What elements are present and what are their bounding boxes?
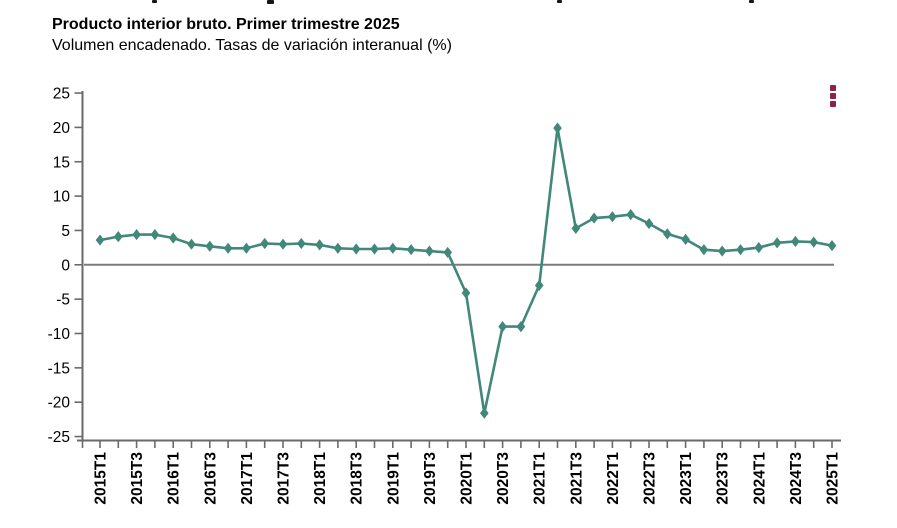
x-axis-label: 2019T1 [385,452,402,505]
data-point-marker [699,244,709,256]
data-point-marker [260,237,269,250]
data-point-marker [589,212,599,224]
kebab-dot-icon [830,85,836,91]
chart-title: Producto interior bruto. Primer trimestr… [52,16,400,33]
x-axis-label: 2023T3 [715,452,732,505]
data-point-marker [443,246,452,259]
x-axis-label: 2022T3 [642,452,659,505]
data-point-marker [370,243,379,255]
data-point-marker [571,222,581,234]
y-axis-label: 25 [53,86,70,103]
chart-subtitle: Volumen encadenado. Tasas de variación i… [52,37,452,54]
y-axis-label: -20 [48,395,71,412]
data-point-marker [315,239,324,251]
data-point-marker [663,228,672,240]
data-point-marker [205,240,215,252]
y-axis-label: 10 [53,189,71,206]
data-point-marker [681,233,690,245]
data-point-marker [333,242,343,254]
clipped-text-fragment [557,0,562,3]
data-point-marker [95,234,105,246]
data-point-marker [608,211,617,223]
data-point-marker [297,237,306,250]
x-axis-label: 2018T1 [312,452,329,505]
data-point-marker [168,232,178,244]
x-axis-label: 2020T3 [495,452,512,505]
gdp-series-line [98,126,834,415]
clipped-text-fragment [749,0,754,3]
data-point-marker [754,242,764,254]
data-point-marker [553,122,562,134]
data-point-marker [223,242,233,254]
x-axis-label: 2015T3 [129,452,146,505]
data-point-marker [480,407,489,419]
x-axis-label: 2017T1 [239,452,256,505]
data-point-marker [736,244,745,256]
data-point-marker [791,235,800,248]
data-point-marker [114,231,123,243]
x-axis-label: 2021T3 [568,452,585,505]
x-axis-label: 2025T1 [825,452,842,505]
data-point-marker [406,244,416,256]
data-point-marker [827,239,837,252]
x-axis-label: 2016T3 [202,452,219,505]
x-axis-label: 2023T1 [678,452,695,505]
x-axis-label: 2021T1 [532,452,549,505]
y-axis-label: 0 [61,257,70,274]
data-point-marker [498,321,507,333]
y-axis-label: -15 [48,360,70,377]
data-point-marker [644,217,654,230]
x-axis-label: 2017T3 [276,452,293,505]
x-axis-label: 2024T3 [788,452,805,505]
y-axis-label: -10 [48,326,71,343]
data-point-marker [150,228,160,241]
x-axis-label: 2020T1 [459,452,476,505]
data-point-marker [516,321,526,333]
data-point-marker [626,209,635,221]
data-point-marker [425,245,434,257]
x-axis-label: 2019T3 [422,452,439,505]
kebab-dot-icon [830,101,836,107]
y-axis-label: 15 [53,154,70,171]
data-point-marker [278,238,288,250]
data-point-marker [242,242,251,254]
kebab-dot-icon [830,93,836,99]
y-axis-label: 20 [53,120,71,137]
data-point-marker [388,242,398,254]
chart-options-menu-button[interactable] [829,84,841,108]
x-axis-label: 2022T1 [605,452,622,505]
data-point-marker [351,243,361,255]
data-point-marker [809,236,818,248]
clipped-text-fragment [152,0,157,3]
y-axis-label: -25 [48,429,70,446]
data-point-marker [717,245,727,257]
y-axis-label: -5 [56,292,70,309]
data-point-marker [534,279,544,292]
data-point-marker [132,228,141,241]
clipped-text-fragment [267,0,274,4]
x-axis-label: 2024T1 [751,452,768,505]
data-point-marker [461,287,471,299]
y-axis-label: 5 [61,223,70,240]
x-axis-label: 2015T1 [93,452,110,505]
x-axis-label: 2016T1 [166,452,183,505]
x-axis-label: 2018T3 [349,452,366,505]
data-point-marker [187,238,196,250]
chart-header: Producto interior bruto. Primer trimestr… [52,14,452,56]
data-point-marker [772,237,782,249]
